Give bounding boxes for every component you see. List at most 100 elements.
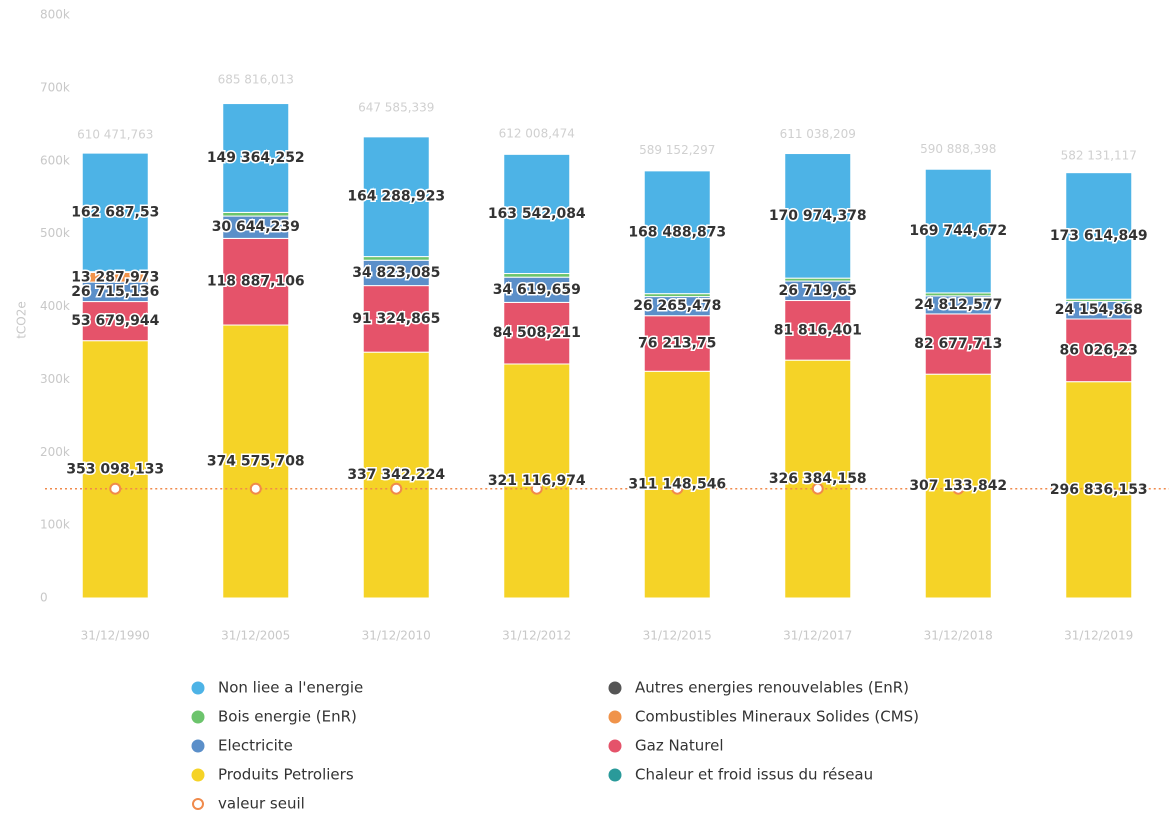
bar-segment [222, 211, 290, 217]
y-tick-label: 200k [40, 445, 70, 459]
threshold-point [1092, 482, 1105, 495]
y-tick-label: 400k [40, 299, 70, 313]
value-label: 24 154,868 [1055, 302, 1143, 318]
threshold-point [249, 482, 262, 495]
bar-segment [503, 273, 571, 278]
threshold-point [390, 482, 403, 495]
value-label: 84 508,211 [493, 325, 581, 341]
legend-label: Electricite [218, 737, 293, 755]
bar-segment [643, 315, 711, 372]
total-label: 647 585,339 [358, 101, 434, 115]
value-label: 30 644,239 [212, 219, 300, 235]
bar-segment [1065, 318, 1133, 383]
threshold-point [671, 482, 684, 495]
bar-segment [503, 301, 571, 365]
value-label: 296 836,153 [1050, 482, 1148, 498]
value-label: 76 213,75 [638, 335, 716, 351]
legend-label: Gaz Naturel [635, 737, 724, 755]
bar-segment [362, 136, 430, 258]
bar-segment [784, 359, 852, 599]
value-label: 321 116,974 [488, 473, 586, 489]
value-label: 311 148,546 [628, 477, 726, 493]
bar-segment [222, 237, 290, 326]
value-label: 26 265,478 [633, 298, 721, 314]
legend-label: Combustibles Mineraux Solides (CMS) [635, 708, 919, 726]
total-label: 610 471,763 [77, 128, 153, 142]
total-label: 612 008,474 [499, 126, 575, 140]
value-label: 173 614,849 [1050, 228, 1148, 244]
value-label: 81 816,401 [774, 322, 862, 338]
threshold-point [530, 482, 543, 495]
value-label: 26 715,136 [71, 284, 159, 300]
value-label: 34 823,085 [352, 265, 440, 281]
value-label: 13 287,973 [71, 269, 159, 285]
x-tick-label: 31/12/1990 [81, 629, 150, 643]
value-label: 26 719,65 [779, 283, 857, 299]
total-label: 590 888,398 [920, 142, 996, 156]
value-label: 82 677,713 [914, 336, 1002, 352]
legend-swatch [608, 710, 622, 724]
legend-swatch [192, 798, 204, 810]
legend-label: Chaleur et froid issus du réseau [635, 766, 873, 784]
bar-segment [1065, 172, 1133, 300]
legend-swatch [608, 681, 622, 695]
value-label: 326 384,158 [769, 471, 867, 487]
bar-segment [362, 259, 430, 287]
bar-segment [81, 340, 149, 599]
bar-segment [81, 301, 149, 342]
y-tick-label: 0 [40, 591, 48, 605]
value-label: 163 542,084 [488, 206, 586, 222]
legend-swatch [191, 739, 205, 753]
y-axis-label: tCO2e [15, 301, 29, 339]
x-tick-label: 31/12/2017 [783, 629, 852, 643]
bar-segment [222, 103, 290, 213]
legend-label: Non liee a l'energie [218, 679, 363, 697]
value-label: 169 744,672 [909, 223, 1007, 239]
value-label: 53 679,944 [71, 313, 159, 329]
y-tick-label: 800k [40, 8, 70, 22]
x-tick-label: 31/12/2005 [221, 629, 290, 643]
y-tick-label: 500k [40, 226, 70, 240]
value-label: 162 687,53 [71, 204, 159, 220]
value-label: 34 619,659 [493, 282, 581, 298]
value-label: 118 887,106 [207, 274, 305, 290]
legend-label: Produits Petroliers [218, 766, 354, 784]
total-label: 685 816,013 [218, 73, 294, 87]
x-tick-label: 31/12/2015 [643, 629, 712, 643]
threshold-point [109, 482, 122, 495]
legend-swatch [191, 710, 205, 724]
y-tick-label: 600k [40, 153, 70, 167]
value-label: 86 026,23 [1060, 342, 1138, 358]
value-label: 353 098,133 [66, 461, 164, 477]
legend-label: Autres energies renouvelables (EnR) [635, 679, 909, 697]
threshold-point [952, 482, 965, 495]
x-tick-label: 31/12/2012 [502, 629, 571, 643]
y-tick-label: 300k [40, 372, 70, 386]
bar-segment [81, 152, 149, 273]
value-label: 170 974,378 [769, 208, 867, 224]
value-label: 149 364,252 [207, 150, 305, 166]
value-label: 168 488,873 [628, 224, 726, 240]
y-tick-label: 700k [40, 80, 70, 94]
total-label: 611 038,209 [780, 127, 856, 141]
value-label: 164 288,923 [347, 189, 445, 205]
legend-swatch [608, 739, 622, 753]
bar-segment [362, 285, 430, 353]
bar-segment [362, 351, 430, 599]
y-tick-label: 100k [40, 518, 70, 532]
x-tick-label: 31/12/2018 [924, 629, 993, 643]
legend-swatch [191, 681, 205, 695]
total-label: 582 131,117 [1061, 148, 1137, 162]
bar-segment [362, 256, 430, 261]
legend-label: Bois energie (EnR) [218, 708, 357, 726]
value-label: 91 324,865 [352, 311, 440, 327]
bar-segment [784, 300, 852, 361]
value-label: 374 575,708 [207, 454, 305, 470]
bar-segment [924, 168, 992, 294]
bar-segment [503, 363, 571, 599]
legend-swatch [191, 768, 205, 782]
legend-label: valeur seuil [218, 795, 305, 813]
bar-segment [643, 170, 711, 295]
value-label: 307 133,842 [909, 478, 1007, 494]
